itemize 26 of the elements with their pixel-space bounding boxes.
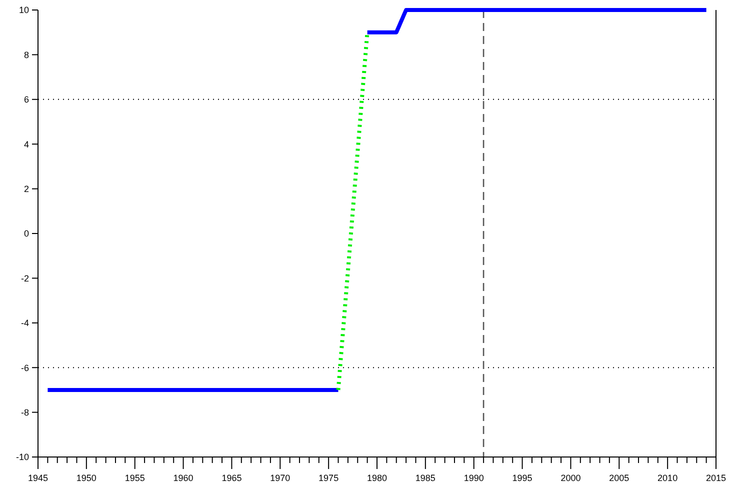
x-tick-label: 1945	[28, 473, 48, 483]
x-tick-label: 2015	[706, 473, 726, 483]
x-tick-label: 2005	[609, 473, 630, 483]
x-tick-label: 1970	[270, 473, 290, 483]
y-tick-label: 10	[18, 5, 29, 16]
x-tick-label: 1980	[366, 473, 388, 483]
x-tick-label: 1950	[76, 473, 96, 483]
x-tick-label: 1975	[318, 473, 339, 483]
y-tick-label: -2	[20, 273, 29, 284]
y-tick-label: 2	[24, 184, 29, 194]
y-tick-label: 4	[24, 139, 29, 150]
x-tick-label: 1955	[124, 473, 145, 483]
x-tick-label: 1995	[512, 473, 532, 483]
x-tick-label: 1960	[173, 473, 194, 483]
x-tick-label: 2010	[658, 473, 678, 483]
y-tick-label: -8	[20, 407, 29, 418]
y-tick-label: -6	[20, 362, 29, 373]
x-tick-label: 2000	[560, 473, 581, 483]
y-tick-label: 8	[24, 50, 29, 60]
y-tick-label: 0	[24, 228, 29, 239]
x-tick-label: 1965	[222, 473, 242, 483]
y-tick-label: -4	[20, 318, 29, 328]
y-tick-label: 6	[24, 94, 29, 105]
y-tick-label: -10	[16, 452, 29, 462]
x-tick-label: 1985	[415, 473, 436, 483]
x-tick-label: 1990	[464, 473, 484, 483]
